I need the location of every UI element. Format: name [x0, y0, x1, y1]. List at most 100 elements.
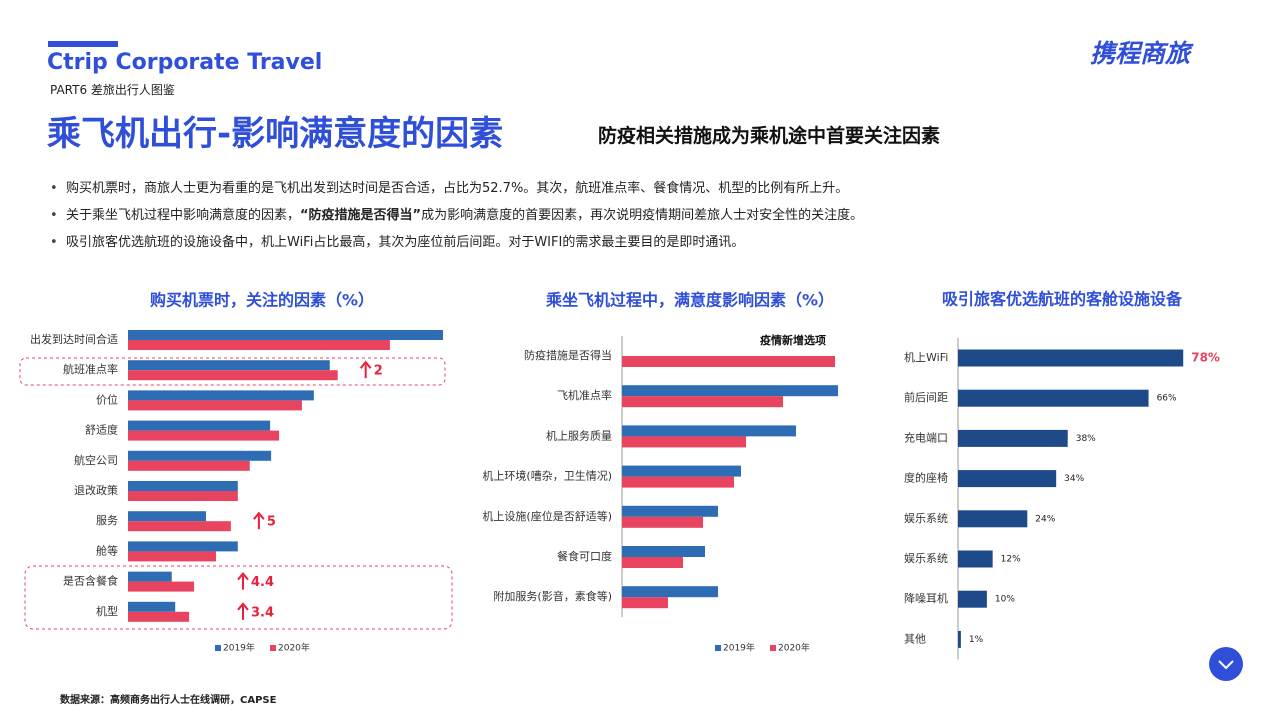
- source-note: 数据来源：高频商务出行人士在线调研，CAPSE: [60, 695, 277, 706]
- bar: [622, 546, 705, 557]
- bar: [128, 330, 444, 340]
- chart-note: 疫情新增选项: [760, 333, 826, 347]
- category-label: 航班准点率: [63, 362, 118, 376]
- bar: [622, 557, 683, 568]
- legend-label: 2019年: [723, 642, 755, 654]
- category-label: 其他: [904, 632, 926, 645]
- category-label: 机上WiFi: [904, 350, 948, 364]
- bar: [128, 511, 207, 522]
- value-label: 78%: [1191, 351, 1220, 365]
- bar: [128, 400, 302, 411]
- legend-swatch: [770, 645, 776, 651]
- bar: [622, 505, 718, 517]
- bar: [958, 630, 961, 648]
- bar: [622, 476, 734, 488]
- value-label: 24%: [1035, 514, 1055, 524]
- category-label: 度的座椅: [904, 471, 948, 485]
- bar: [128, 360, 330, 371]
- bar: [622, 465, 741, 477]
- category-label: 退改政策: [74, 483, 118, 497]
- bar: [958, 510, 1028, 528]
- bar: [622, 425, 796, 437]
- logo: 携程商旅: [1090, 39, 1191, 68]
- bar: [958, 550, 993, 568]
- category-label: 舒适度: [85, 423, 118, 437]
- bar: [958, 590, 987, 608]
- category-label: 航空公司: [74, 453, 118, 467]
- category-label: 娱乐系统: [904, 551, 948, 565]
- bullet-emphasis: “防疫措施是否得当”: [300, 208, 422, 223]
- bullet-text: 关于乘坐飞机过程中影响满意度的因素，: [66, 208, 301, 223]
- category-label: 服务: [96, 514, 118, 527]
- legend-swatch: [715, 645, 721, 651]
- bar: [622, 396, 783, 408]
- arrow-head: [237, 602, 249, 611]
- bar: [128, 460, 250, 471]
- category-label: 娱乐系统: [904, 511, 948, 525]
- value-label: 12%: [1001, 555, 1021, 565]
- page-subtitle: 防疫相关措施成为乘机途中首要关注因素: [598, 125, 941, 147]
- value-label: 1%: [969, 635, 984, 645]
- annotation: 2: [374, 364, 383, 379]
- category-label: 机上服务质量: [546, 428, 612, 442]
- bar: [128, 370, 338, 381]
- bullet-list: 购买机票时，商旅人士更为看重的是飞机出发到达时间是否合适，占比为52.7%。其次…: [50, 177, 863, 258]
- category-label: 出发到达时间合适: [30, 332, 118, 346]
- bullet: 吸引旅客优选航班的设施设备中，机上WiFi占比最高，其次为座位前后间距。对于WI…: [50, 231, 863, 258]
- category-label: 防疫措施是否得当: [524, 348, 612, 362]
- bar: [622, 436, 746, 448]
- bullet-text: 购买机票时，商旅人士更为看重的是飞机出发到达时间是否合适，占比为52.7%。其次…: [66, 181, 849, 196]
- category-label: 舱等: [96, 543, 118, 557]
- category-label: 附加服务(影音，素食等): [493, 589, 612, 603]
- arrow-head: [237, 572, 249, 581]
- bar: [622, 516, 703, 528]
- bar: [622, 385, 838, 397]
- bar: [128, 571, 172, 582]
- bar: [128, 541, 238, 552]
- bar: [128, 601, 176, 612]
- scroll-icon: [1218, 660, 1234, 670]
- scroll-button[interactable]: [1209, 647, 1243, 681]
- legend-swatch: [270, 645, 276, 651]
- bar: [128, 581, 195, 592]
- annotation: 3.4: [251, 605, 274, 620]
- highlight-box: [19, 357, 446, 386]
- bar: [622, 586, 718, 598]
- legend-label: 2020年: [778, 642, 810, 654]
- category-label: 降噪耳机: [904, 591, 948, 605]
- bar: [622, 597, 668, 609]
- category-label: 价位: [96, 392, 118, 406]
- bar: [128, 430, 280, 441]
- bar: [128, 390, 314, 401]
- bullet-text: 成为影响满意度的首要因素，再次说明疫情期间差旅人士对安全性的关注度。: [421, 208, 864, 223]
- bar: [958, 349, 1184, 367]
- legend-swatch: [215, 645, 221, 651]
- bar: [958, 389, 1149, 407]
- chart-title: 吸引旅客优选航班的客舱设施设备: [942, 290, 1183, 309]
- bullet-text: 吸引旅客优选航班的设施设备中，机上WiFi占比最高，其次为座位前后间距。对于WI…: [66, 235, 745, 250]
- value-label: 10%: [995, 595, 1015, 605]
- annotation: 4.4: [251, 575, 274, 590]
- bar: [128, 450, 272, 461]
- category-label: 前后间距: [904, 390, 948, 404]
- category-label: 餐食可口度: [557, 549, 612, 563]
- category-label: 机型: [96, 604, 118, 618]
- value-label: 34%: [1064, 474, 1084, 484]
- brand: Ctrip Corporate Travel: [47, 50, 323, 75]
- highlight-box: [24, 565, 453, 630]
- page-title: 乘飞机出行-影响满意度的因素: [47, 114, 504, 154]
- bar: [128, 340, 390, 350]
- bar: [128, 521, 231, 532]
- category-label: 是否含餐食: [63, 574, 118, 588]
- section-label: PART6 差旅出行人图鉴: [50, 83, 175, 97]
- bar: [128, 491, 238, 501]
- arrow-head: [359, 360, 372, 369]
- legend-label: 2020年: [278, 642, 310, 654]
- bar: [128, 420, 271, 431]
- bar: [128, 481, 238, 491]
- value-label: 66%: [1157, 394, 1177, 404]
- chart-title: 乘坐飞机过程中，满意度影响因素（%）: [545, 291, 834, 310]
- category-label: 充电端口: [904, 430, 948, 444]
- chart-title: 购买机票时，关注的因素（%）: [150, 291, 374, 310]
